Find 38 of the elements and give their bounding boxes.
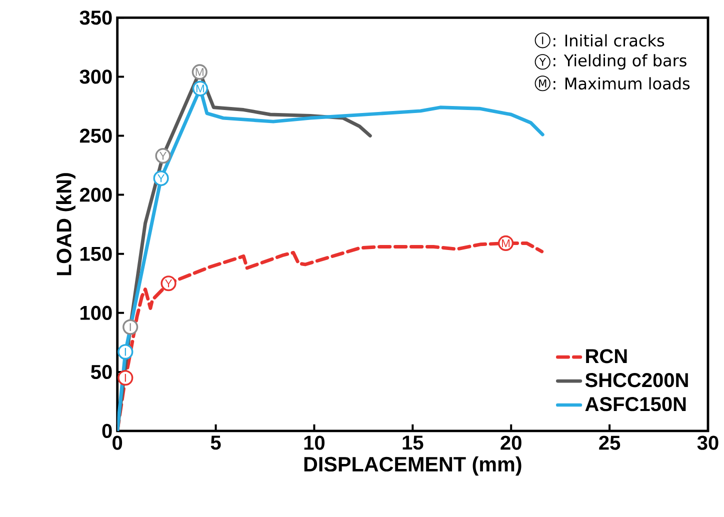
x-tick-label: 30 bbox=[697, 436, 718, 450]
data-label: I bbox=[124, 348, 126, 356]
y-axis-title: LOAD (kN) bbox=[56, 173, 76, 276]
x-tick-label: 15 bbox=[402, 436, 424, 450]
annotation: : Maximum loads bbox=[554, 77, 690, 90]
y-tick-label: 0 bbox=[102, 424, 112, 438]
x-tick-label: 5 bbox=[210, 436, 221, 450]
data-label: Y bbox=[158, 174, 165, 182]
legend-label: SHCC200N bbox=[585, 373, 688, 388]
y-tick-label: 300 bbox=[80, 70, 112, 84]
annotation: M bbox=[539, 79, 546, 88]
x-tick-label: 10 bbox=[304, 436, 325, 450]
data-label: I bbox=[130, 323, 131, 331]
point bbox=[118, 344, 134, 360]
y-tick-label: 100 bbox=[80, 306, 112, 320]
x-tick-label: 0 bbox=[112, 436, 122, 450]
y-tick-label: 150 bbox=[80, 246, 112, 261]
data-label: Y bbox=[159, 152, 167, 160]
data-label: I bbox=[124, 374, 126, 382]
data-label: M bbox=[502, 239, 510, 248]
y-tick-label: 350 bbox=[80, 10, 112, 25]
y-tick-label: 250 bbox=[80, 128, 112, 143]
annotation: : Yielding of bars bbox=[554, 54, 686, 70]
annotation: : Initial cracks bbox=[554, 34, 664, 47]
point bbox=[118, 370, 134, 386]
data-label: M bbox=[196, 84, 204, 92]
x-tick-label: 25 bbox=[599, 436, 620, 450]
y-tick-label: 200 bbox=[80, 188, 112, 202]
x-axis-title: DISPLACEMENT (mm) bbox=[304, 456, 522, 476]
data-label: Y bbox=[165, 279, 172, 288]
point bbox=[122, 319, 138, 335]
x-tick-label: 20 bbox=[500, 436, 522, 450]
data-label: M bbox=[196, 68, 204, 76]
legend-label: ASFC150N bbox=[585, 397, 686, 412]
annotation: I bbox=[542, 36, 544, 44]
y-tick-label: 50 bbox=[90, 364, 112, 380]
annotation: Y bbox=[539, 58, 546, 66]
legend-label: RCN bbox=[586, 349, 627, 364]
